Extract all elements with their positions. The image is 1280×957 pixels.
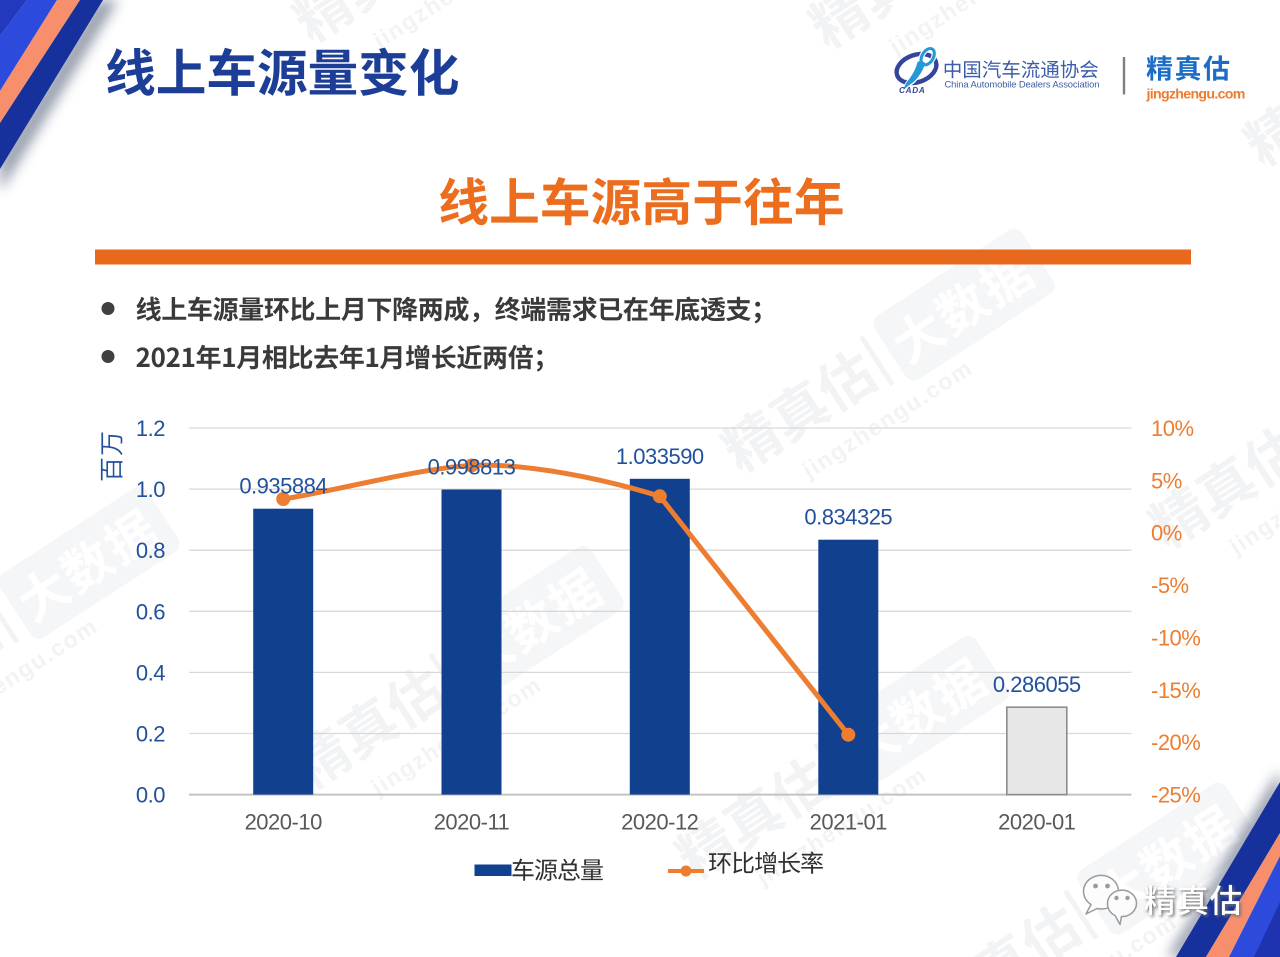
svg-text:0.4: 0.4 xyxy=(136,660,165,685)
svg-text:2021-01: 2021-01 xyxy=(810,810,888,835)
svg-text:-15%: -15% xyxy=(1151,678,1200,703)
svg-text:0.286055: 0.286055 xyxy=(993,672,1081,697)
svg-text:0.998813: 0.998813 xyxy=(428,454,516,479)
svg-text:0.2: 0.2 xyxy=(136,722,165,747)
svg-text:-10%: -10% xyxy=(1151,625,1200,650)
svg-text:0.6: 0.6 xyxy=(136,599,165,624)
svg-text:0.8: 0.8 xyxy=(136,538,165,563)
svg-text:0.0: 0.0 xyxy=(136,783,165,808)
svg-text:1.0: 1.0 xyxy=(136,477,165,502)
svg-text:2020-12: 2020-12 xyxy=(621,810,699,835)
svg-text:2020-10: 2020-10 xyxy=(245,810,323,835)
svg-text:2020-11: 2020-11 xyxy=(434,810,510,835)
svg-text:10%: 10% xyxy=(1151,416,1194,441)
svg-text:-25%: -25% xyxy=(1151,783,1200,808)
svg-text:5%: 5% xyxy=(1151,468,1182,493)
svg-text:1.2: 1.2 xyxy=(136,416,165,441)
svg-text:-20%: -20% xyxy=(1151,730,1200,755)
svg-text:jingzhengu.com: jingzhengu.com xyxy=(1146,87,1245,103)
svg-text:-5%: -5% xyxy=(1151,573,1189,598)
svg-text:0.935884: 0.935884 xyxy=(239,474,327,499)
svg-text:0.834325: 0.834325 xyxy=(804,505,892,530)
svg-text:China Automobile Dealers Assoc: China Automobile Dealers Association xyxy=(945,79,1100,90)
svg-text:1.033590: 1.033590 xyxy=(616,444,704,469)
svg-text:0%: 0% xyxy=(1151,521,1182,546)
svg-text:2020-01: 2020-01 xyxy=(998,810,1076,835)
svg-text:CADA: CADA xyxy=(899,86,925,95)
